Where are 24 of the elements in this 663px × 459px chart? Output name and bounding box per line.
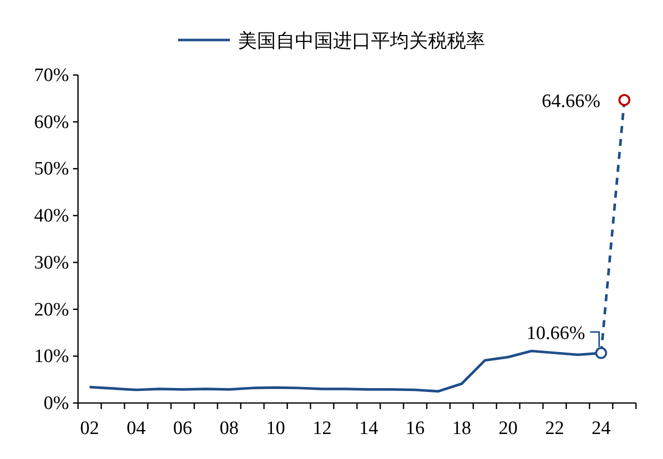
y-tick-label: 10% [34, 346, 70, 368]
legend: 美国自中国进口平均关税税率 [178, 31, 485, 52]
x-tick-label: 16 [406, 418, 425, 439]
x-tick-label: 18 [452, 418, 472, 439]
y-tick-label: 30% [34, 252, 70, 274]
y-tick-label: 20% [34, 299, 70, 320]
x-tick-label: 04 [126, 418, 146, 439]
y-tick-label: 40% [34, 206, 70, 227]
x-tick-label: 24 [592, 418, 612, 439]
x-tick-label: 06 [173, 418, 192, 439]
x-tick-label: 20 [498, 418, 518, 439]
x-tick-label: 02 [80, 418, 100, 439]
x-tick-label: 22 [545, 418, 564, 439]
y-tick-label: 0% [44, 393, 70, 414]
x-tick-label: 14 [359, 418, 379, 439]
data-label: 10.66% [526, 323, 586, 344]
x-tick-label: 10 [266, 418, 286, 439]
legend-label: 美国自中国进口平均关税税率 [238, 30, 485, 52]
y-tick-label: 60% [34, 112, 70, 133]
x-tick-label: 12 [312, 418, 332, 439]
y-tick-label: 50% [34, 158, 70, 180]
x-tick-label: 08 [220, 418, 239, 439]
y-tick-label: 70% [34, 65, 70, 86]
data-label: 64.66% [542, 91, 601, 112]
